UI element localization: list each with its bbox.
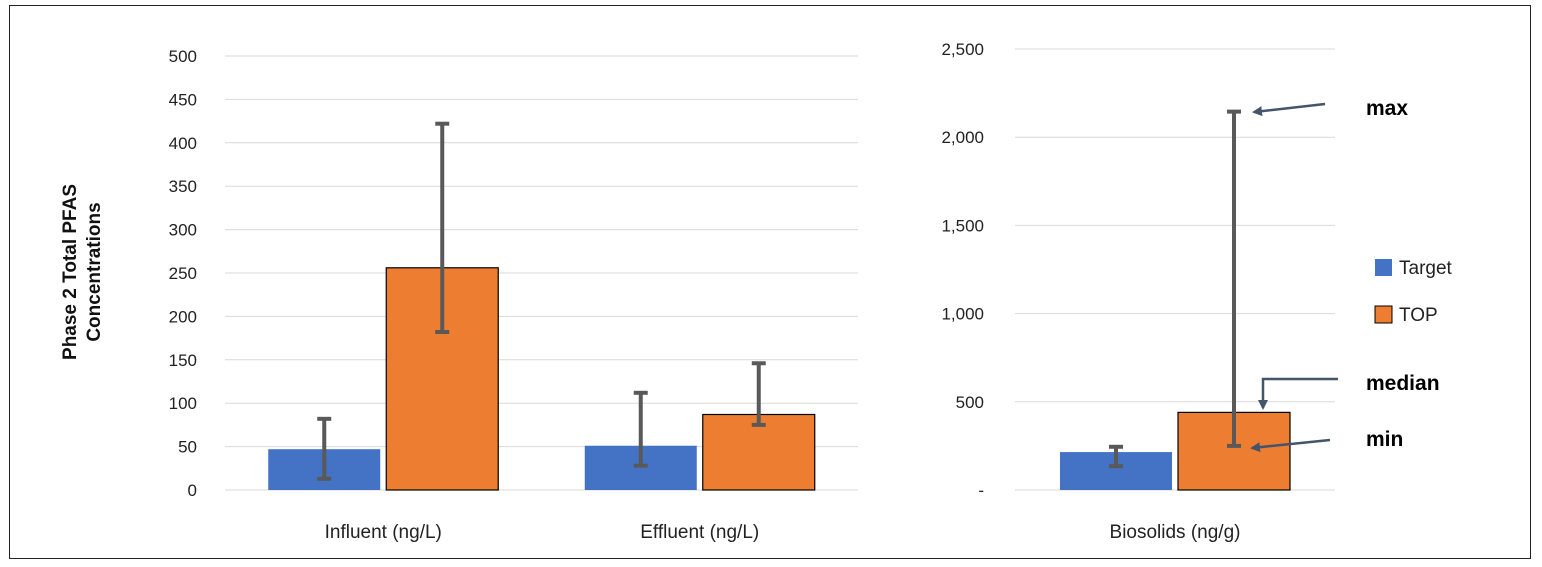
y-axis-label-line-1: Phase 2 Total PFAS (60, 184, 81, 360)
annotation-min: min (1366, 428, 1403, 451)
legend-swatch-top (1374, 305, 1393, 324)
annotations: max median min (1250, 97, 1440, 453)
y-tick-label: 100 (169, 394, 197, 413)
min-arrow (1250, 438, 1331, 453)
y-tick-label: 50 (178, 438, 197, 457)
y-tick-label: 150 (169, 351, 197, 370)
y-tick-label: 350 (169, 177, 197, 196)
legend-label-target: Target (1399, 258, 1453, 279)
y-tick-label: 1,500 (941, 216, 984, 235)
y-tick-label: 500 (956, 393, 984, 412)
category-labels: Influent (ng/L) Effluent (ng/L) Biosolids … (325, 522, 1241, 543)
bar (702, 413, 816, 491)
y-axis-label-line-2: Concentrations (84, 202, 105, 341)
annotation-median: median (1366, 372, 1440, 395)
error-bars (317, 109, 1241, 481)
category-label: Effluent (ng/L) (640, 522, 759, 543)
legend-swatch-target (1375, 259, 1392, 276)
legend: Target TOP (1374, 258, 1453, 326)
y-tick-label: 0 (188, 481, 197, 500)
y-tick-label: 450 (169, 90, 197, 109)
category-label: Biosolids (ng/g) (1110, 522, 1241, 543)
chart-frame (9, 5, 1531, 559)
category-label: Influent (ng/L) (325, 522, 442, 543)
max-arrow (1252, 102, 1326, 117)
y-tick-label: 1,000 (941, 305, 984, 324)
y-tick-label: 2,000 (941, 128, 984, 147)
y-tick-label: 500 (169, 47, 197, 66)
legend-label-top: TOP (1399, 305, 1438, 326)
y-tick-label: 200 (169, 307, 197, 326)
annotation-max: max (1366, 97, 1408, 120)
bars (268, 267, 1291, 491)
y-tick-label: 400 (169, 134, 197, 153)
y-tick-label: 250 (169, 264, 197, 283)
tick-labels: 0 50 100 150 200 250 300 350 400 450 500 - 500 1,000 1… (169, 40, 984, 500)
median-arrow (1258, 377, 1338, 410)
y-tick-label: 300 (169, 221, 197, 240)
y-tick-label: - (978, 481, 984, 500)
y-tick-label: 2,500 (941, 40, 984, 59)
